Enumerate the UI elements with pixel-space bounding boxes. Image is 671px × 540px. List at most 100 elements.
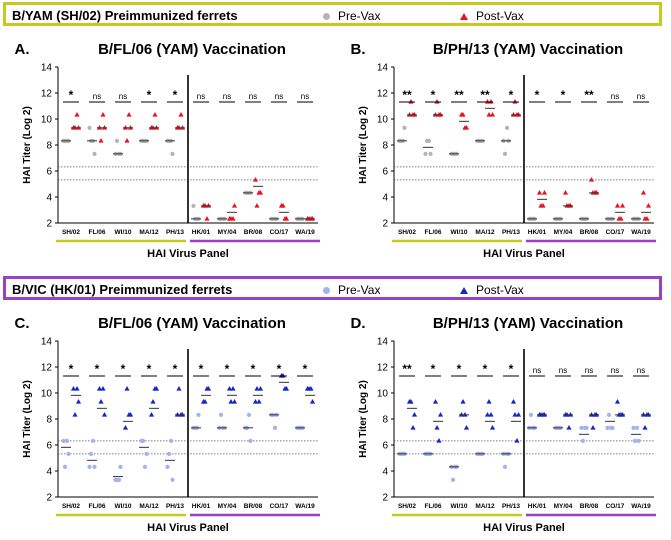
x-tick-label: BR/08 [244,503,263,510]
legend-header-vic: B/VIC (HK/01) Preimmunized ferrets Pre-V… [3,276,662,300]
significance-label: * [483,362,488,376]
post-vax-point [540,203,546,208]
x-tick-label: FL/06 [425,503,442,510]
x-tick-label: HK/01 [528,503,547,510]
y-tick-label: 6 [46,167,52,178]
pre-vax-point [87,125,92,130]
y-tick-label: 2 [382,219,388,230]
legend-item-pre-vax: Pre-Vax [323,9,380,23]
post-vax-point [230,386,236,391]
x-tick-label: FL/06 [425,229,442,236]
pre-vax-point [636,438,641,443]
y-tick-label: 2 [46,493,52,504]
triangle-marker-icon [460,286,468,294]
pre-vax-point [504,125,510,130]
post-vax-point [101,412,108,417]
post-vax-point [486,112,492,117]
post-vax-point [252,399,259,404]
x-tick-label: WI/10 [451,503,468,510]
x-tick-label: BR/08 [580,503,599,510]
y-tick-label: 8 [46,141,52,152]
post-vax-point [436,438,442,443]
y-tick-label: 10 [377,389,389,400]
pre-vax-point [66,451,71,456]
post-vax-point [562,190,569,195]
post-vax-point [100,386,106,391]
pre-vax-point [144,451,149,456]
y-tick-label: 4 [382,467,388,478]
post-vax-point [231,203,238,208]
y-tick-label: 12 [41,89,53,100]
post-vax-point [515,412,522,417]
post-vax-point [512,412,518,417]
significance-label: * [457,362,462,376]
x-tick-label: MA/12 [139,503,159,510]
pre-vax-point [218,412,224,417]
x-tick-label: WA/19 [295,229,315,236]
chart-panel-c: C. B/FL/06 (YAM) Vaccination HAI Titer (Lo… [15,315,320,534]
pre-vax-point [606,412,612,417]
x-tick-label: CO/17 [606,503,625,510]
significance-label: * [535,88,540,102]
significance-label: ns [533,366,541,375]
pre-vax-point [402,125,407,130]
x-tick-label: MY/04 [218,229,237,236]
significance-label: * [69,362,74,376]
x-tick-label: MY/04 [554,229,573,236]
x-tick-label: MA/12 [475,229,495,236]
significance-label: ns [559,366,567,375]
x-tick-label: BR/08 [580,229,599,236]
y-tick-label: 14 [41,337,53,348]
x-tick-label: WA/19 [631,503,651,510]
significance-label: ns [611,92,619,101]
pre-vax-point [248,438,253,443]
post-vax-point [254,203,260,208]
significance-label: * [431,362,436,376]
post-vax-point [252,177,259,182]
post-vax-point [640,190,647,195]
post-vax-point [280,203,286,208]
post-vax-point [484,412,491,417]
x-tick-label: MY/04 [218,503,237,510]
x-tick-label: WI/10 [115,503,132,510]
chart-title: B/FL/06 (YAM) Vaccination [98,41,286,58]
pre-vax-point [426,138,432,143]
significance-label: ns [275,92,283,101]
pre-vax-point [114,138,120,143]
post-vax-point [614,399,621,404]
x-axis-label: HAI Virus Panel [483,522,565,534]
post-vax-point [126,412,132,417]
significance-label: ** [402,88,412,102]
y-tick-label: 12 [377,363,389,374]
pre-vax-point [580,438,586,443]
pre-vax-point [166,451,172,456]
y-tick-label: 12 [377,89,389,100]
significance-label: * [225,362,230,376]
x-tick-label: FL/06 [89,229,106,236]
x-tick-label: CO/17 [606,229,625,236]
significance-label: * [561,88,566,102]
header-title: B/VIC (HK/01) Preimmunized ferrets [12,282,233,297]
post-vax-point [437,412,444,417]
pre-vax-point [87,464,92,469]
legend-label-pre: Pre-Vax [338,9,381,23]
significance-label: * [147,88,152,102]
y-tick-label: 4 [382,193,388,204]
post-vax-point [256,399,262,404]
y-tick-label: 14 [377,337,389,348]
x-tick-label: SH/02 [398,229,416,236]
post-vax-point [152,386,158,391]
post-vax-point [124,386,130,391]
post-vax-point [126,112,132,117]
post-vax-point [488,412,494,417]
pre-vax-point [116,477,122,482]
x-tick-label: WA/19 [295,503,315,510]
post-vax-point [254,386,260,391]
pre-vax-point [191,203,196,208]
significance-label: ** [454,88,464,102]
post-vax-point [614,203,621,208]
y-axis-label: HAI Titer (Log 2) [22,106,33,184]
y-tick-label: 10 [377,115,389,126]
significance-label: ** [480,88,490,102]
y-tick-label: 8 [46,415,52,426]
